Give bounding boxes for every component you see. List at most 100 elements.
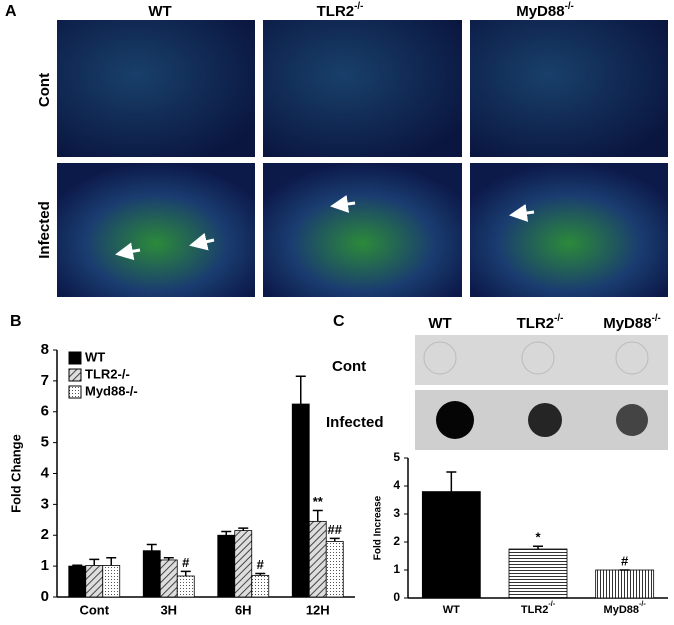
label-sup: -/- xyxy=(354,1,363,12)
annotation: # xyxy=(182,555,190,570)
blot-dot xyxy=(436,401,474,439)
bar xyxy=(176,575,195,598)
label: WT xyxy=(148,3,171,20)
bar xyxy=(325,541,344,598)
bar xyxy=(251,574,270,598)
legend-swatch xyxy=(68,385,82,399)
legend-label: WT xyxy=(85,349,105,364)
error-bar xyxy=(146,543,157,551)
bar xyxy=(142,550,161,598)
bar xyxy=(308,520,327,598)
micrographs xyxy=(57,20,668,450)
bar xyxy=(217,534,236,598)
error-bar xyxy=(295,375,306,405)
annotation: # xyxy=(621,553,629,568)
legend-label: TLR2-/- xyxy=(85,366,130,381)
error-bar xyxy=(255,572,266,576)
y-tick-label: 1 xyxy=(393,562,400,576)
panel-label: A xyxy=(5,3,17,20)
x-tick-label: Cont xyxy=(79,602,109,617)
x-tick-label: 12H xyxy=(306,602,330,617)
label-sup: -/- xyxy=(565,1,574,12)
label-text: WT xyxy=(428,315,451,332)
y-tick-label: 7 xyxy=(41,372,49,389)
y-tick-label: 6 xyxy=(41,403,49,420)
row-label: Infected xyxy=(326,414,384,431)
error-bar xyxy=(533,545,543,549)
bar xyxy=(68,565,87,598)
blot-dot xyxy=(521,341,555,375)
error-bar xyxy=(72,564,83,567)
label-text: MyD88 xyxy=(604,604,639,616)
y-tick-label: 3 xyxy=(41,495,49,512)
bar xyxy=(102,565,121,598)
blot-dot xyxy=(615,341,649,375)
y-tick-label: 4 xyxy=(41,464,50,481)
micrograph xyxy=(263,163,462,297)
label: TLR2-/- xyxy=(317,1,364,20)
x-tick-label: 3H xyxy=(160,602,177,617)
y-tick-label: 1 xyxy=(41,557,49,574)
row-label: Infected xyxy=(36,201,53,259)
label-text: MyD88 xyxy=(603,315,651,332)
arrow xyxy=(509,204,535,222)
micrograph xyxy=(57,163,255,297)
y-tick-label: 8 xyxy=(41,341,49,358)
micrograph xyxy=(263,20,462,157)
label: MyD88-/- xyxy=(604,600,647,616)
error-bar xyxy=(446,471,457,492)
label: MyD88-/- xyxy=(603,313,661,332)
row-label: Cont xyxy=(36,73,53,107)
error-bar xyxy=(89,558,100,566)
label-sup: -/- xyxy=(652,313,661,324)
annotation: * xyxy=(535,530,541,545)
bar xyxy=(291,403,310,598)
label-sup: -/- xyxy=(554,313,563,324)
error-bar xyxy=(221,530,232,536)
blot-dot xyxy=(423,341,457,375)
label-sup: -/- xyxy=(548,600,555,608)
error-bar xyxy=(180,570,191,577)
y-axis-label: Fold Change xyxy=(8,434,23,513)
y-tick-label: 3 xyxy=(393,506,400,520)
bar xyxy=(508,548,568,599)
bar xyxy=(595,569,655,599)
label: WT xyxy=(443,604,460,616)
arrow xyxy=(330,195,356,213)
annotation: ## xyxy=(328,522,343,537)
blot-dot xyxy=(528,403,562,437)
error-bar xyxy=(163,557,174,560)
row-label: Cont xyxy=(332,358,366,375)
label-text: WT xyxy=(443,604,460,616)
panel-label: C xyxy=(333,313,345,330)
arrow xyxy=(115,242,141,261)
label-sup: -/- xyxy=(639,600,646,608)
bar xyxy=(159,559,178,598)
legend-swatch xyxy=(68,368,82,382)
label-text: TLR2 xyxy=(517,315,555,332)
y-tick-label: 5 xyxy=(41,434,49,451)
error-bar xyxy=(238,527,249,531)
y-tick-label: 0 xyxy=(41,588,49,605)
label-text: MyD88 xyxy=(516,3,564,20)
y-tick-label: 0 xyxy=(393,590,400,604)
bar xyxy=(234,530,253,598)
panel-label: B xyxy=(10,313,22,330)
y-tick-label: 5 xyxy=(393,450,400,464)
label: TLR2-/- xyxy=(517,313,564,332)
label-text: TLR2 xyxy=(317,3,355,20)
micrograph xyxy=(470,20,668,157)
y-tick-label: 2 xyxy=(41,526,49,543)
bar xyxy=(85,565,104,598)
annotation: ** xyxy=(313,494,324,509)
label: MyD88-/- xyxy=(516,1,574,20)
label: WT xyxy=(428,315,451,332)
x-tick-label: 6H xyxy=(235,602,252,617)
legend-swatch xyxy=(68,351,82,365)
micrograph xyxy=(470,163,668,297)
y-tick-label: 4 xyxy=(393,478,400,492)
micrograph xyxy=(57,20,255,157)
label-text: TLR2 xyxy=(521,604,549,616)
legend-label: Myd88-/- xyxy=(85,383,138,398)
